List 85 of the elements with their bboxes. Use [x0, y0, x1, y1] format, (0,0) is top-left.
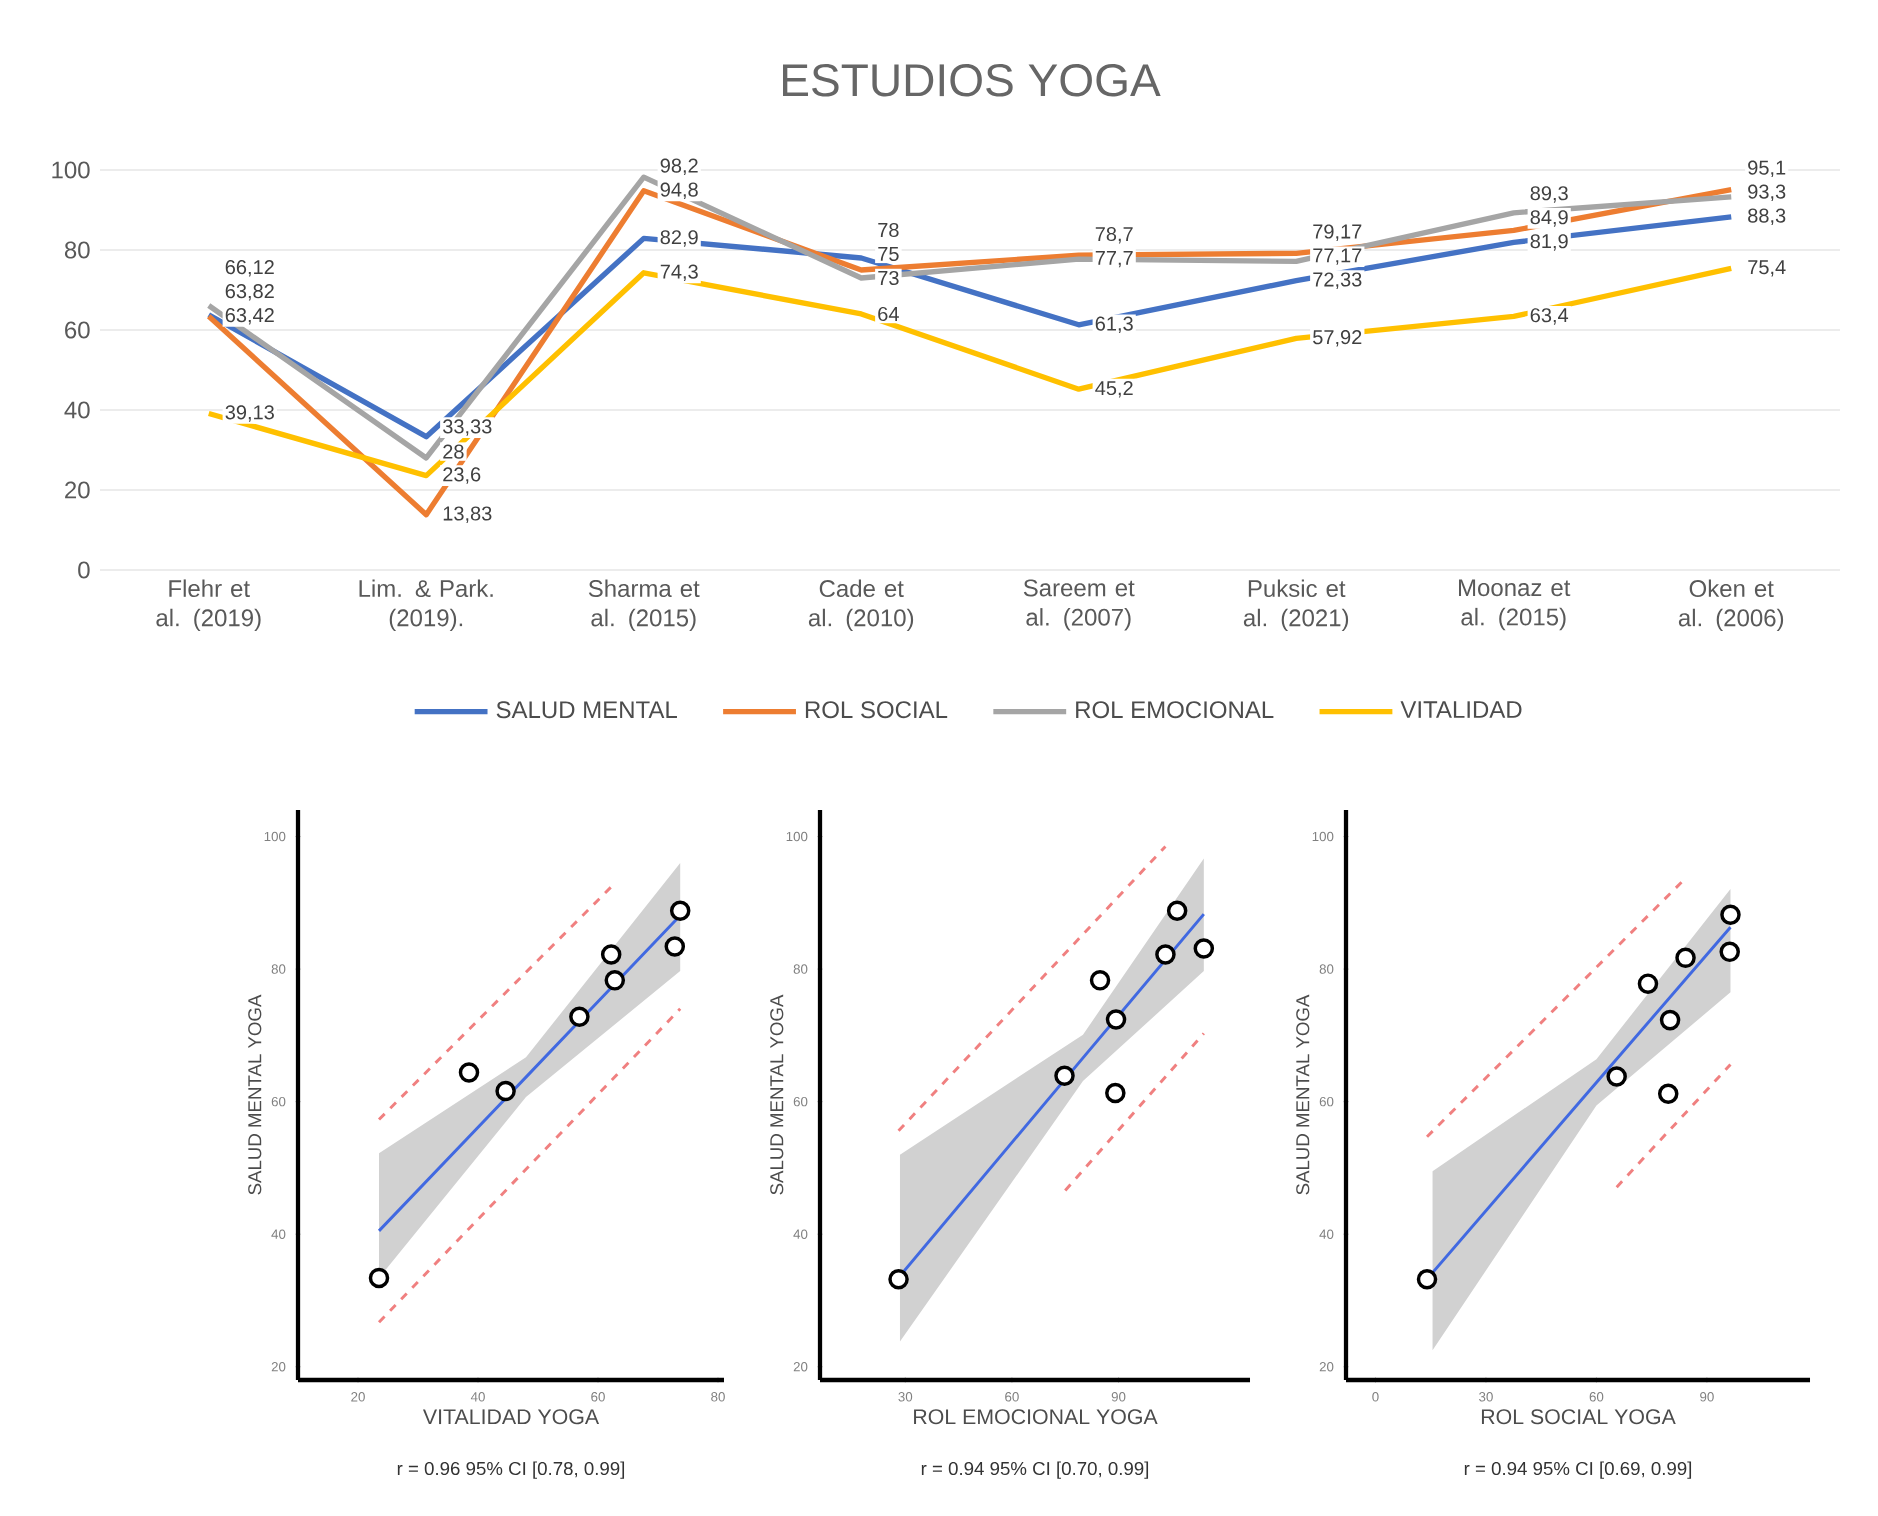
data-label: 81,9: [1530, 234, 1568, 251]
point: [458, 1062, 480, 1083]
legend-label: VITALIDAD: [1400, 701, 1522, 718]
y-tick-label: 0: [78, 561, 90, 579]
legend-label: ROL EMOCIONAL: [1076, 701, 1274, 719]
data-label: 79,17: [1313, 224, 1362, 241]
data-label: 72,33: [1313, 272, 1362, 289]
data-label: 33,33: [443, 419, 492, 436]
y-tick-label: 100: [52, 161, 90, 179]
x-axis-title: ROL EMOCIONAL YOGA: [914, 1409, 1158, 1425]
chart-title: ESTUDIOS YOGA: [783, 63, 1161, 97]
data-label: 63,82: [225, 284, 274, 301]
data-label: 78,7: [1095, 226, 1133, 244]
data-label: 39,13: [225, 405, 274, 422]
data-label: 77,7: [1095, 251, 1133, 268]
data-label: 94,8: [660, 182, 698, 200]
point: [604, 970, 626, 991]
data-label: 98,2: [660, 158, 698, 176]
data-label: 73: [878, 270, 899, 286]
point: [1637, 973, 1659, 994]
point: [1193, 938, 1215, 959]
data-label: 74,3: [660, 264, 698, 282]
y-tick-label: 60: [65, 321, 90, 339]
point: [1657, 1083, 1679, 1104]
point: [1166, 900, 1188, 922]
x-tick-label: Sharma et al. (2015): [588, 579, 700, 632]
y-tick-label: 20: [65, 481, 90, 499]
point: [600, 944, 622, 965]
data-label: 84,9: [1530, 210, 1568, 227]
data-label: 23,6: [443, 467, 481, 484]
point: [368, 1267, 390, 1289]
data-label: 63,42: [225, 308, 274, 325]
legend-label: SALUD MENTAL: [496, 701, 677, 719]
legend-label: ROL SOCIAL: [805, 701, 948, 719]
text: r = 0.96 95% CI [0.78, 0.99]: [397, 1461, 625, 1479]
data-label: 77,17: [1313, 248, 1362, 265]
x-tick-label: Oken et al. (2006): [1678, 579, 1784, 632]
y-axis-title: SALUD MENTAL YOGA: [248, 994, 262, 1195]
x-tick-label: Lim. & Park. (2019).: [359, 579, 493, 632]
point: [1105, 1009, 1127, 1030]
x-axis-title: VITALIDAD YOGA: [422, 1409, 600, 1425]
point: [1675, 947, 1696, 969]
data-label: 63,4: [1530, 308, 1569, 325]
data-label: 64: [878, 306, 899, 322]
point: [1155, 944, 1176, 965]
point: [1089, 970, 1111, 991]
data-label: 13,83: [443, 506, 492, 523]
point: [888, 1268, 909, 1290]
x-axis-title: ROL SOCIAL YOGA: [1481, 1409, 1676, 1425]
data-label: 45,2: [1095, 380, 1133, 398]
point: [1659, 1009, 1681, 1031]
data-label: 66,12: [225, 260, 274, 277]
data-label: 89,3: [1530, 186, 1568, 203]
point: [495, 1080, 516, 1102]
data-label: 28: [443, 444, 464, 459]
data-label: 93,3: [1748, 184, 1786, 202]
point: [669, 900, 691, 922]
data-label: 82,9: [660, 230, 698, 247]
line-series: [206, 174, 1734, 461]
point: [1719, 941, 1741, 963]
y-axis-title: SALUD MENTAL YOGA: [770, 994, 784, 1195]
point: [1606, 1066, 1627, 1087]
data-label: 75: [878, 247, 899, 261]
x-tick-label: Moonaz et al. (2015): [1459, 579, 1571, 631]
data-label: 78: [878, 222, 899, 238]
point: [664, 936, 686, 957]
y-tick-label: 80: [64, 241, 90, 259]
text: r = 0.94 95% CI [0.69, 0.99]: [1464, 1461, 1692, 1479]
x-tick-label: Sareem et al. (2007): [1023, 579, 1135, 631]
point: [1416, 1268, 1438, 1290]
y-tick-label: 40: [64, 401, 90, 419]
point: [569, 1006, 590, 1028]
point: [1054, 1065, 1075, 1087]
x-tick-label: Puksic et al. (2021): [1243, 579, 1349, 632]
x-tick-label: Flehr et al. (2019): [156, 579, 261, 632]
data-label: 61,3: [1095, 316, 1133, 334]
data-label: 75,4: [1748, 260, 1786, 277]
x-tick-label: Cade et al. (2010): [808, 579, 914, 632]
data-label: 95,1: [1748, 160, 1786, 178]
text: r = 0.94 95% CI [0.70, 0.99]: [921, 1461, 1149, 1479]
point: [1720, 904, 1741, 926]
data-label: 57,92: [1313, 330, 1362, 347]
data-label: 88,3: [1748, 208, 1786, 226]
y-axis-title: SALUD MENTAL YOGA: [1296, 994, 1310, 1195]
point: [1105, 1082, 1126, 1104]
